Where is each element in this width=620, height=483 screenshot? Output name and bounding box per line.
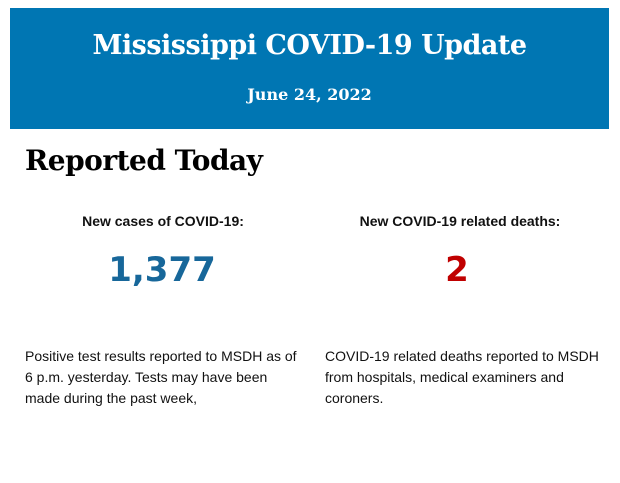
section-title: Reported Today [25,144,263,177]
header-banner: Mississippi COVID-19 Update June 24, 202… [10,8,609,129]
cases-value: 1,377 [108,250,216,290]
deaths-value: 2 [445,250,469,290]
report-date: June 24, 2022 [247,85,372,104]
cases-description: Positive test results reported to MSDH a… [25,348,297,406]
deaths-description: COVID-19 related deaths reported to MSDH… [325,348,599,406]
page-title: Mississippi COVID-19 Update [92,30,527,61]
cases-label: New cases of COVID-19: [82,213,244,229]
deaths-label: New COVID-19 related deaths: [359,213,561,229]
